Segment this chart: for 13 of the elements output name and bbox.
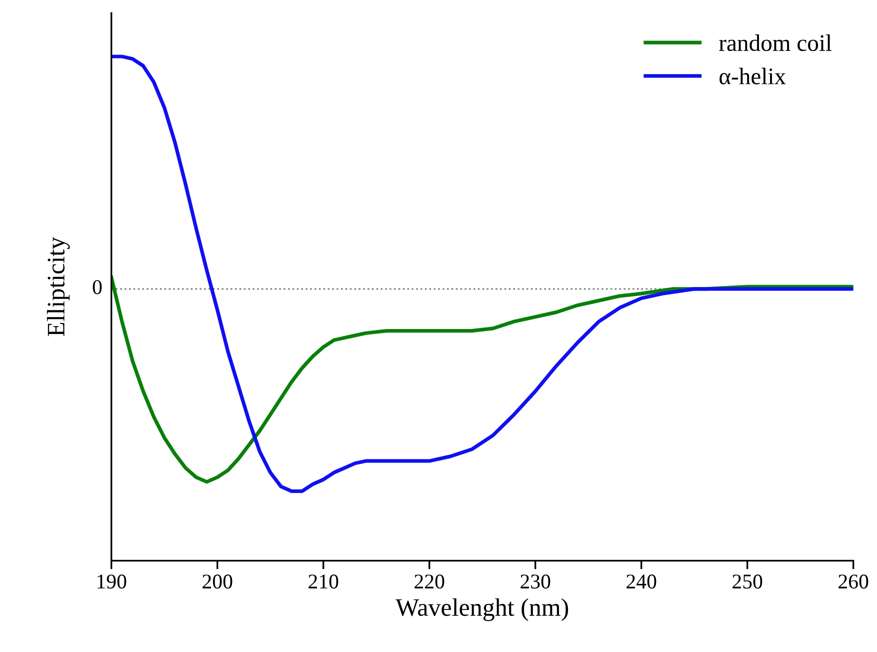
x-axis-title: Wavelenght (nm) — [396, 598, 568, 622]
x-tick-label: 210 — [308, 574, 338, 589]
x-tick-label: 190 — [98, 574, 126, 589]
ref-line-label: 0 — [92, 280, 102, 294]
x-tick-label: 230 — [520, 574, 550, 589]
x-tick-label: 260 — [838, 574, 868, 589]
legend-label: α-helix — [720, 68, 786, 84]
y-axis-title: Ellipticity — [46, 236, 70, 336]
legend-label: random coil — [719, 34, 832, 52]
x-tick-label: 240 — [626, 574, 656, 589]
x-tick-label: 200 — [202, 574, 232, 589]
x-tick-label: 220 — [414, 574, 444, 589]
x-tick-label: 250 — [732, 574, 762, 589]
